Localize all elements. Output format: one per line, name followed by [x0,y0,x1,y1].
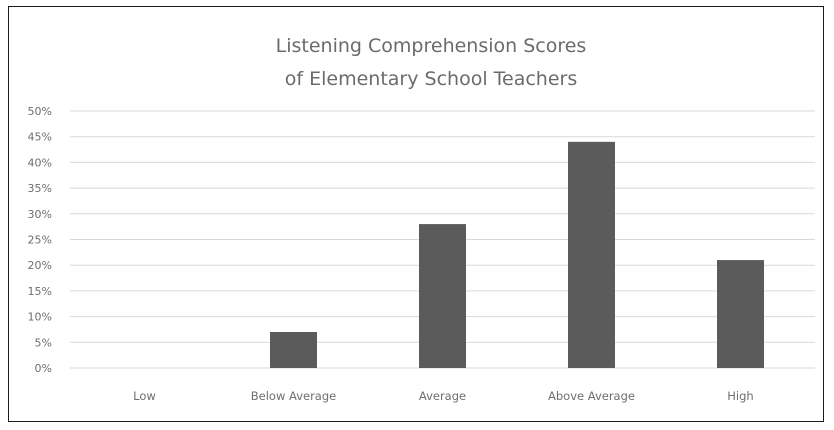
y-tick-label: 10% [28,311,52,324]
bar [568,141,615,368]
bar [419,224,466,368]
y-tick-label: 35% [28,182,52,195]
y-tick-label: 5% [35,336,52,349]
bar [717,260,764,368]
bar [270,332,317,368]
y-tick-label: 50% [28,105,52,118]
y-tick-label: 20% [28,259,52,272]
chart-title-line-1: Listening Comprehension Scores [276,35,587,57]
y-tick-label: 45% [28,131,52,144]
y-tick-label: 40% [28,156,52,169]
x-category-label: Average [419,389,466,403]
y-tick-label: 15% [28,285,52,298]
x-category-label: Low [133,389,156,403]
x-category-label: Above Average [548,389,635,403]
bars [270,141,764,368]
y-axis-ticks: 0% 5% 10% 15% 20% 25% 30% 35% 40% 45% 50% [28,105,52,375]
chart-title-line-2: of Elementary School Teachers [285,68,577,90]
y-tick-label: 25% [28,234,52,247]
y-tick-label: 0% [35,362,52,375]
x-axis-categories: Low Below Average Average Above Average High [133,389,754,403]
chart-title: Listening Comprehension Scores of Elemen… [276,35,587,90]
y-tick-label: 30% [28,208,52,221]
gridlines [70,110,815,369]
x-category-label: Below Average [251,389,336,403]
x-category-label: High [727,389,753,403]
